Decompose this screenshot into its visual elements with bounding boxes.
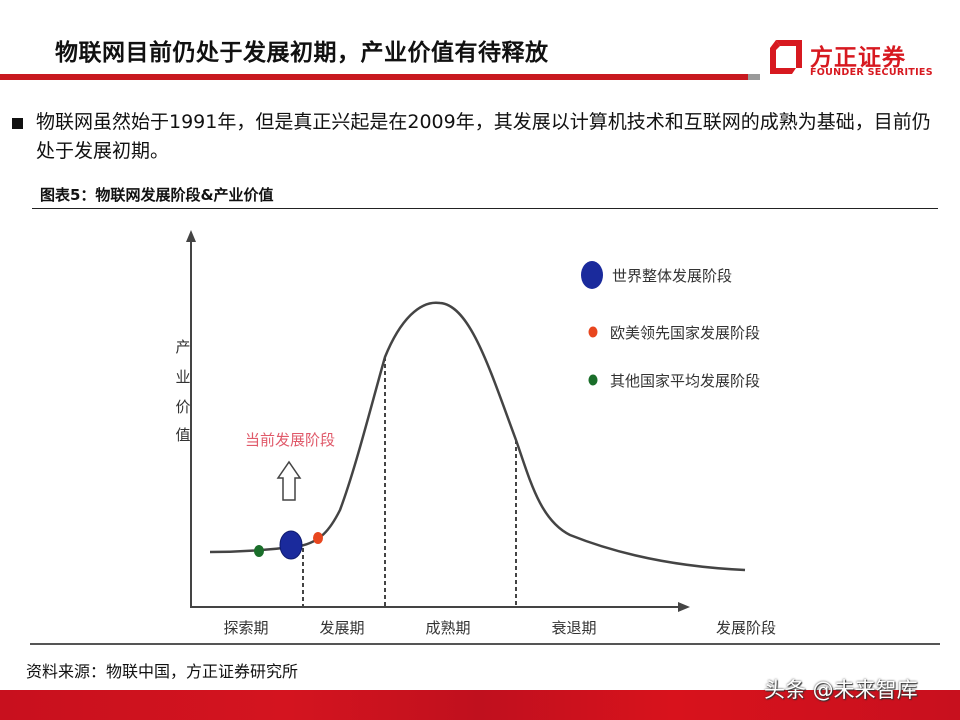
y-label-char-3: 价: [175, 398, 190, 416]
current-stage-label: 当前发展阶段: [245, 431, 335, 449]
legend-western-label: 欧美领先国家发展阶段: [610, 324, 760, 342]
up-arrow-icon: [276, 460, 302, 501]
marker-world: [279, 530, 303, 560]
logo-text-en: FOUNDER SECURITIES: [810, 67, 933, 78]
x-axis-label: 发展阶段: [716, 619, 776, 637]
legend-western-icon: [588, 326, 598, 338]
figure-bottom-rule: [30, 643, 940, 645]
figure-caption: 图表5：物联网发展阶段&产业价值: [40, 186, 274, 204]
lifecycle-chart: 产 业 价 值 当前发展阶段 探索期 发展期 成熟期 衰退期 发展阶段 世界整体…: [175, 230, 776, 637]
bullet-square-icon: [12, 118, 23, 129]
bullet-paragraph: 物联网虽然始于1991年，但是真正兴起是在2009年，其发展以计算机技术和互联网…: [36, 111, 931, 162]
figure-top-rule: [32, 208, 938, 209]
logo-text-cn: 方正证券: [810, 45, 906, 71]
chart-legend: 世界整体发展阶段 欧美领先国家发展阶段 其他国家平均发展阶段: [581, 261, 760, 390]
y-label-char-4: 值: [175, 426, 190, 444]
page-title: 物联网目前仍处于发展初期，产业价值有待释放: [55, 40, 549, 66]
title-underline-end: [748, 74, 760, 80]
marker-other-countries: [254, 545, 264, 557]
stage-decline: 衰退期: [551, 619, 596, 637]
legend-world-label: 世界整体发展阶段: [612, 267, 732, 285]
stage-develop: 发展期: [319, 619, 364, 637]
y-label-char-2: 业: [175, 368, 190, 386]
watermark: 头条 @未来智库: [764, 678, 918, 702]
title-underline: [0, 74, 748, 80]
legend-other-label: 其他国家平均发展阶段: [610, 372, 760, 390]
founder-securities-logo: 方正证券 FOUNDER SECURITIES: [768, 36, 938, 82]
footer-band: [0, 690, 960, 720]
y-label-char-1: 产: [175, 338, 190, 356]
legend-other-icon: [588, 374, 598, 386]
marker-western-leaders: [313, 532, 323, 544]
logo-mark-icon: [770, 40, 802, 74]
y-axis-arrow-icon: [186, 230, 196, 242]
x-axis-arrow-icon: [678, 602, 690, 612]
legend-world-icon: [581, 261, 603, 289]
source-note: 资料来源：物联中国，方正证券研究所: [26, 662, 299, 681]
stage-mature: 成熟期: [425, 619, 470, 637]
stage-explore: 探索期: [223, 619, 268, 637]
